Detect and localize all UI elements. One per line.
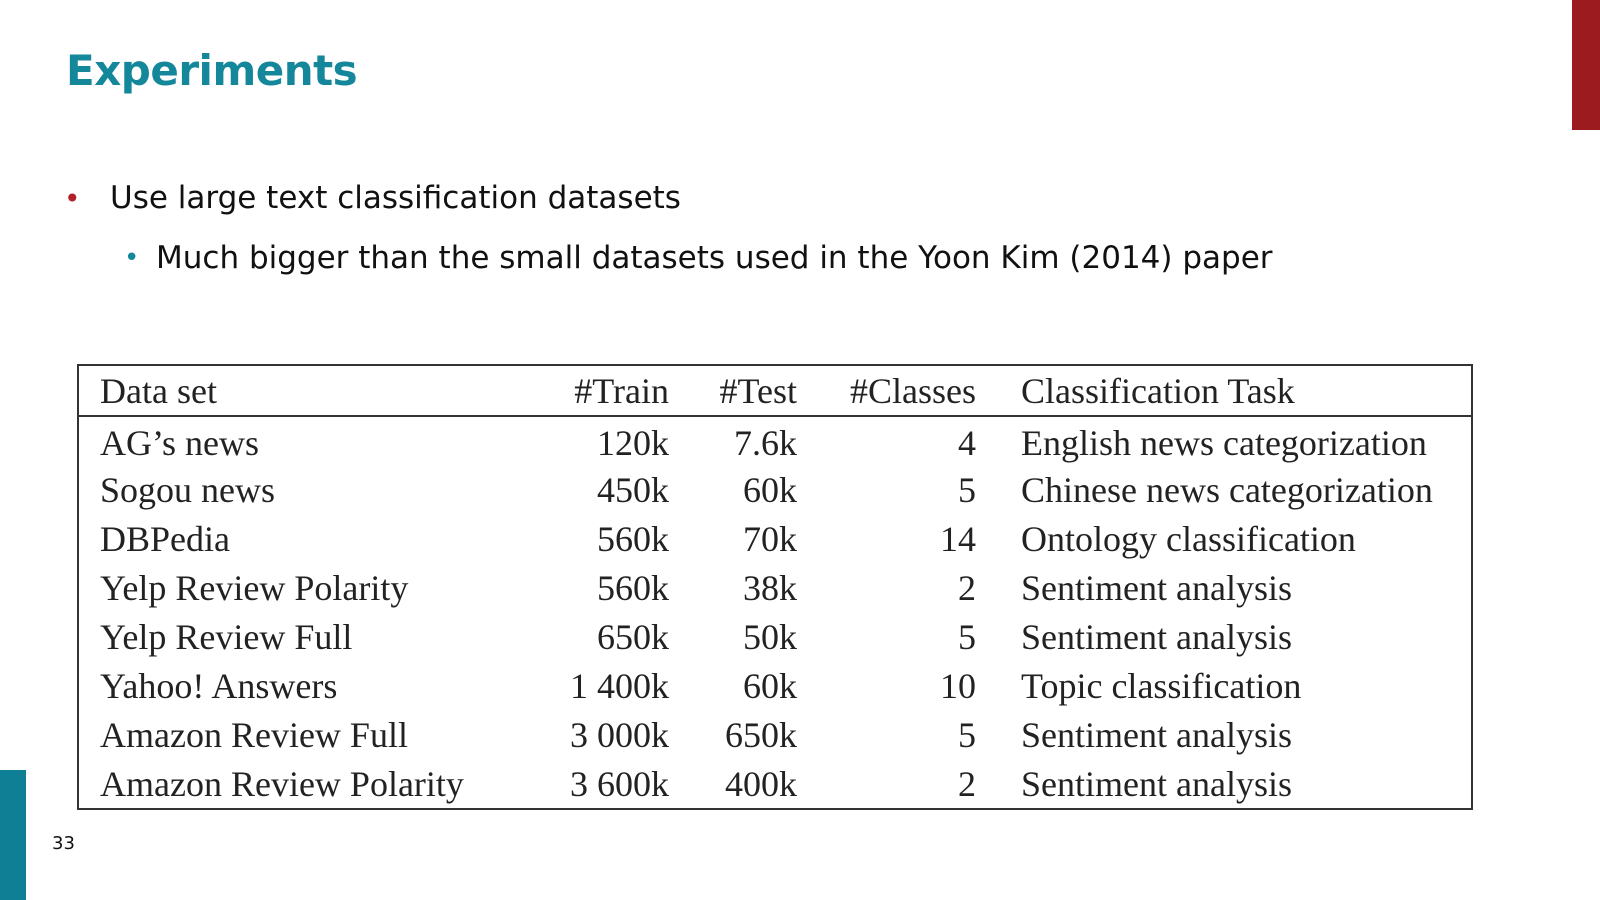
cell-data-set: AG’s news — [100, 423, 259, 463]
bullet-text: Much bigger than the small datasets used… — [156, 240, 1273, 276]
bullet-level-1: • Use large text classification datasets — [64, 180, 681, 216]
slide-title: Experiments — [66, 46, 358, 95]
dataset-table: Data set #Train #Test #Classes Classific… — [79, 366, 1471, 808]
table-row: Sogou news 450k 60k 5 Chinese news categ… — [79, 465, 1471, 514]
cell-task: English news categorization — [1021, 423, 1427, 463]
cell-train: 560k — [597, 567, 669, 608]
table-row: Yahoo! Answers 1 400k 60k 10 Topic class… — [79, 661, 1471, 710]
cell-test: 650k — [725, 714, 797, 755]
dataset-table-frame: Data set #Train #Test #Classes Classific… — [77, 364, 1473, 810]
cell-task: Ontology classification — [1021, 518, 1356, 559]
cell-test: 38k — [743, 567, 797, 608]
cell-train: 1 400k — [570, 665, 669, 706]
header-classes: #Classes — [850, 370, 976, 411]
cell-task: Chinese news categorization — [1021, 469, 1433, 510]
cell-classes: 5 — [958, 714, 976, 755]
bullet-teal-icon: • — [124, 243, 140, 273]
cell-data-set: Sogou news — [100, 469, 276, 510]
cell-classes: 5 — [958, 616, 976, 657]
cell-classes: 10 — [940, 665, 976, 706]
cell-data-set: Yahoo! Answers — [100, 665, 338, 706]
cell-data-set: Amazon Review Polarity — [100, 763, 464, 804]
header-data-set: Data set — [100, 370, 217, 411]
table-row: Yelp Review Polarity 560k 38k 2 Sentimen… — [79, 563, 1471, 612]
header-test: #Test — [719, 370, 797, 411]
accent-bar-top-right — [1572, 0, 1600, 130]
cell-task: Topic classification — [1021, 665, 1302, 706]
cell-classes: 2 — [958, 763, 976, 804]
cell-train: 650k — [597, 616, 669, 657]
header-task: Classification Task — [1021, 370, 1295, 411]
cell-data-set: Amazon Review Full — [100, 714, 408, 755]
cell-task: Sentiment analysis — [1021, 567, 1292, 608]
cell-classes: 2 — [958, 567, 976, 608]
cell-train: 560k — [597, 518, 669, 559]
cell-test: 60k — [743, 469, 797, 510]
page-number: 33 — [52, 833, 75, 854]
cell-classes: 4 — [958, 423, 976, 463]
cell-test: 70k — [743, 518, 797, 559]
cell-train: 3 000k — [570, 714, 669, 755]
cell-train: 450k — [597, 469, 669, 510]
cell-test: 400k — [725, 763, 797, 804]
cell-classes: 14 — [940, 518, 976, 559]
bullet-red-icon: • — [64, 181, 81, 215]
cell-classes: 5 — [958, 469, 976, 510]
table-row: Yelp Review Full 650k 50k 5 Sentiment an… — [79, 612, 1471, 661]
table-row: AG’s news 120k 7.6k 4 English news categ… — [79, 416, 1471, 465]
cell-task: Sentiment analysis — [1021, 616, 1292, 657]
cell-train: 3 600k — [570, 763, 669, 804]
accent-bar-bottom-left — [0, 770, 26, 900]
table-row: DBPedia 560k 70k 14 Ontology classificat… — [79, 514, 1471, 563]
cell-test: 7.6k — [734, 423, 797, 463]
table-row: Amazon Review Full 3 000k 650k 5 Sentime… — [79, 710, 1471, 759]
cell-data-set: DBPedia — [100, 518, 230, 559]
cell-data-set: Yelp Review Full — [100, 616, 353, 657]
table-row: Amazon Review Polarity 3 600k 400k 2 Sen… — [79, 759, 1471, 808]
cell-test: 50k — [743, 616, 797, 657]
bullet-level-2: • Much bigger than the small datasets us… — [124, 240, 1273, 276]
cell-task: Sentiment analysis — [1021, 714, 1292, 755]
cell-train: 120k — [597, 423, 669, 463]
bullet-text: Use large text classification datasets — [110, 180, 681, 216]
cell-data-set: Yelp Review Polarity — [100, 567, 409, 608]
header-train: #Train — [574, 370, 669, 411]
table-header-row: Data set #Train #Test #Classes Classific… — [79, 366, 1471, 416]
cell-test: 60k — [743, 665, 797, 706]
cell-task: Sentiment analysis — [1021, 763, 1292, 804]
